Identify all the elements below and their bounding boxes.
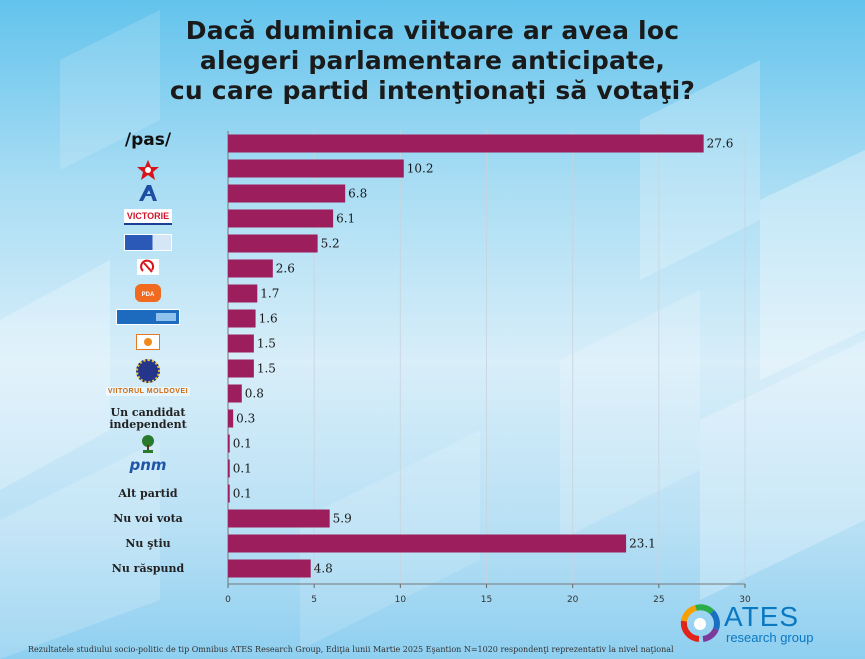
value-label: 10.2 xyxy=(407,162,434,176)
x-tick-label: 20 xyxy=(567,595,579,605)
bar-2 xyxy=(228,159,404,178)
x-tick-label: 30 xyxy=(739,595,751,605)
bar-4 xyxy=(228,209,334,228)
bar-9 xyxy=(228,334,254,353)
category-logo-label: VIITORUL MOLDOVEI xyxy=(104,384,192,398)
value-label: 23.1 xyxy=(629,537,656,551)
hammer-sickle-logo-icon xyxy=(104,258,192,278)
blue-banner-logo-icon xyxy=(104,308,192,328)
bar-14 xyxy=(228,459,230,478)
bar-11 xyxy=(228,384,242,403)
victorie-logo: VICTORIE xyxy=(123,208,173,225)
ates-name: ATES xyxy=(724,601,800,632)
value-label: 1.7 xyxy=(260,287,279,301)
eu-stars-logo-icon xyxy=(104,358,192,386)
value-label: 1.5 xyxy=(257,362,276,376)
svg-text:PDA: PDA xyxy=(142,292,155,298)
value-label: 0.1 xyxy=(233,487,252,501)
pnm-logo: pnm xyxy=(129,455,167,474)
viitorul-moldovei-logo: VIITORUL MOLDOVEI xyxy=(105,386,191,396)
value-label: 5.9 xyxy=(333,512,352,526)
bar-13 xyxy=(228,434,230,453)
title-line-1: Dacă duminica viitoare ar avea loc xyxy=(185,16,680,45)
bar-8 xyxy=(228,309,256,328)
value-label: 0.8 xyxy=(245,387,264,401)
ates-subtitle: research group xyxy=(726,630,814,645)
category-logo-label: pnm xyxy=(104,455,192,474)
category-label: Nu voi vota xyxy=(113,511,183,525)
category-logo-label: VICTORIE xyxy=(104,208,192,225)
x-tick-label: 10 xyxy=(395,595,407,605)
bar-12 xyxy=(228,409,234,428)
category-label: Alt partid xyxy=(118,486,178,500)
category-label: Nu ştiu xyxy=(125,536,171,550)
value-label: 0.1 xyxy=(233,462,252,476)
bar-16 xyxy=(228,509,330,528)
bar-7 xyxy=(228,284,258,303)
ates-emblem-icon xyxy=(680,604,720,642)
bar-6 xyxy=(228,259,273,278)
value-label: 6.8 xyxy=(348,187,367,201)
value-label: 4.8 xyxy=(314,562,333,576)
bar-5 xyxy=(228,234,318,253)
value-label: 0.3 xyxy=(236,412,255,426)
chart-title: Dacă duminica viitoare ar avea loc alege… xyxy=(0,16,865,106)
category-label: Un candidat independent xyxy=(109,405,187,431)
category-logo-label: /pas/ xyxy=(104,131,192,148)
x-tick-label: 0 xyxy=(225,595,231,605)
value-label: 27.6 xyxy=(707,137,734,151)
title-line-3: cu care partid intenţionaţi să votaţi? xyxy=(169,76,696,105)
orange-heart-logo-icon: PDA xyxy=(104,283,192,305)
bar-10 xyxy=(228,359,254,378)
footer-note: Rezultatele studiului socio-politic de t… xyxy=(28,645,674,654)
title-line-2: alegeri parlamentare anticipate, xyxy=(199,46,666,75)
x-tick-label: 25 xyxy=(653,595,664,605)
bar-17 xyxy=(228,534,627,553)
pas-logo: /pas/ xyxy=(124,129,172,150)
sun-square-logo-icon xyxy=(104,333,192,353)
x-tick-label: 5 xyxy=(311,595,317,605)
x-tick-label: 15 xyxy=(481,595,492,605)
bar-15 xyxy=(228,484,230,503)
bar-3 xyxy=(228,184,346,203)
value-label: 1.6 xyxy=(259,312,278,326)
bar-18 xyxy=(228,559,311,578)
value-label: 2.6 xyxy=(276,262,295,276)
red-star-logo-icon xyxy=(104,159,192,184)
bar-1 xyxy=(228,134,704,153)
value-label: 0.1 xyxy=(233,437,252,451)
value-label: 6.1 xyxy=(336,212,355,226)
value-label: 5.2 xyxy=(321,237,340,251)
alternativa-logo-icon xyxy=(104,184,192,205)
value-label: 1.5 xyxy=(257,337,276,351)
category-label: Nu răspund xyxy=(111,561,185,575)
blue-flag-logo-icon xyxy=(104,233,192,254)
tree-logo-icon xyxy=(104,434,192,457)
